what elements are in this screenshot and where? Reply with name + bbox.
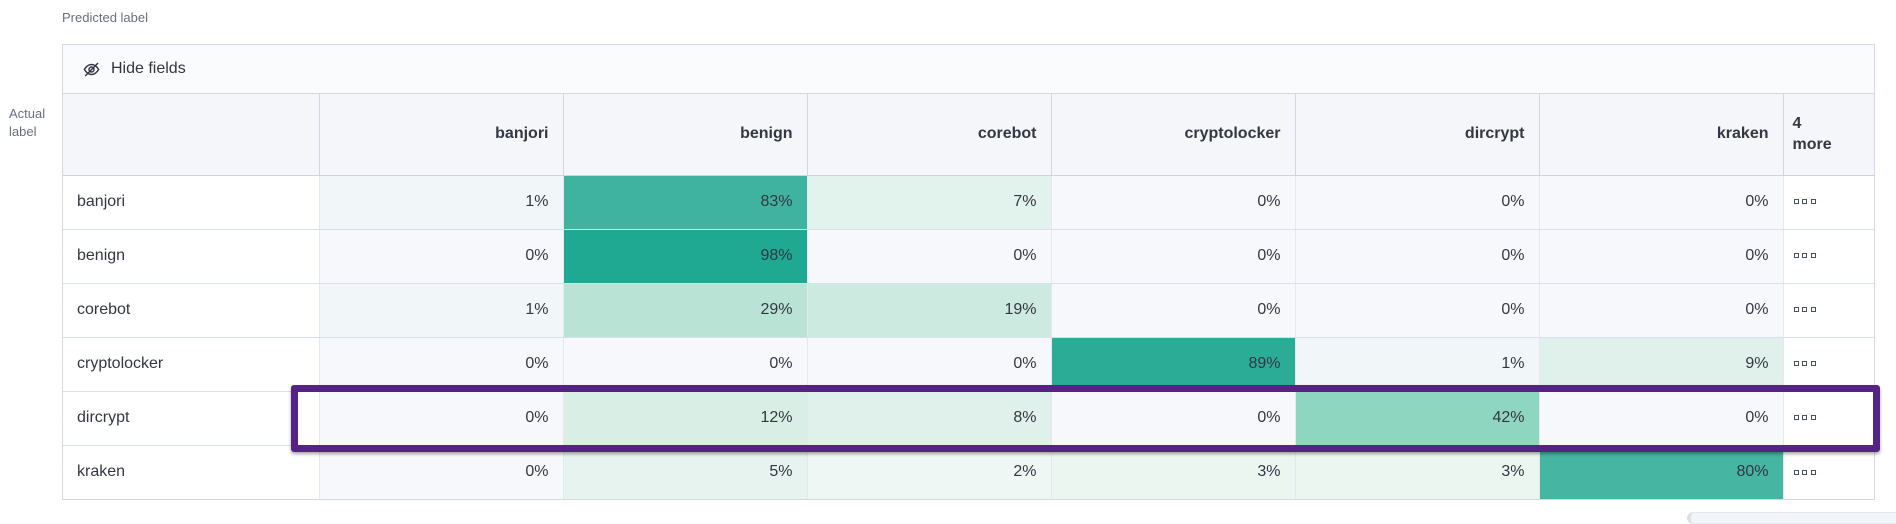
- eye-slash-icon: [82, 60, 101, 79]
- three-dots-expand-icon: [1793, 307, 1799, 313]
- table-row-kraken: kraken 0% 5% 2% 3% 3% 80%: [63, 445, 1874, 499]
- matrix-cell[interactable]: 42%: [1295, 391, 1540, 446]
- row-label-cell[interactable]: banjori: [63, 175, 320, 230]
- column-header-banjori[interactable]: banjori: [319, 94, 564, 176]
- matrix-cell[interactable]: 0%: [319, 445, 564, 499]
- three-dots-expand-icon: [1802, 253, 1807, 259]
- matrix-cell[interactable]: 0%: [807, 229, 1052, 284]
- matrix-cell[interactable]: 0%: [1051, 229, 1296, 284]
- expand-row-actions-cell[interactable]: [1783, 337, 1874, 392]
- hide-fields-button[interactable]: Hide fields: [82, 60, 186, 79]
- column-header-cryptolocker[interactable]: cryptolocker: [1051, 94, 1296, 176]
- matrix-cell[interactable]: 7%: [807, 175, 1052, 230]
- column-header-dircrypt[interactable]: dircrypt: [1295, 94, 1540, 176]
- three-dots-expand-icon: [1802, 415, 1807, 421]
- matrix-cell[interactable]: 8%: [807, 391, 1052, 446]
- matrix-cell[interactable]: 0%: [319, 229, 564, 284]
- horizontal-scrollbar[interactable]: [1687, 512, 1896, 524]
- data-grid: Hide fields banjori benign corebot cryptolo…: [62, 44, 1875, 500]
- table-row-cryptolocker: cryptolocker 0% 0% 0% 89% 1% 9%: [63, 337, 1874, 392]
- matrix-cell[interactable]: 0%: [1051, 283, 1296, 338]
- matrix-cell[interactable]: 1%: [319, 175, 564, 230]
- matrix-cell[interactable]: 1%: [319, 283, 564, 338]
- three-dots-expand-icon: [1793, 415, 1799, 421]
- expand-row-actions-cell[interactable]: [1783, 445, 1874, 499]
- matrix-cell[interactable]: 0%: [1539, 175, 1784, 230]
- three-dots-expand-icon: [1810, 415, 1816, 421]
- matrix-cell[interactable]: 3%: [1295, 445, 1540, 499]
- hide-fields-label: Hide fields: [111, 60, 186, 77]
- matrix-cell[interactable]: 0%: [1051, 391, 1296, 446]
- matrix-cell[interactable]: 89%: [1051, 337, 1296, 392]
- three-dots-expand-icon: [1810, 469, 1816, 475]
- matrix-cell[interactable]: 80%: [1539, 445, 1784, 499]
- matrix-cell[interactable]: 12%: [563, 391, 808, 446]
- actual-axis-label: Actual label: [9, 106, 46, 139]
- grid-body: banjori 1% 83% 7% 0% 0% 0% benign 0% 98% 0% 0% 0% 0% c…: [63, 175, 1874, 499]
- matrix-cell[interactable]: 29%: [563, 283, 808, 338]
- three-dots-expand-icon: [1810, 307, 1816, 313]
- matrix-cell[interactable]: 3%: [1051, 445, 1296, 499]
- matrix-cell[interactable]: 0%: [807, 337, 1052, 392]
- table-row-corebot: corebot 1% 29% 19% 0% 0% 0%: [63, 283, 1874, 338]
- matrix-cell[interactable]: 5%: [563, 445, 808, 499]
- row-label-column-header: [63, 94, 320, 176]
- three-dots-expand-icon: [1810, 361, 1816, 367]
- column-header-benign[interactable]: benign: [563, 94, 808, 176]
- three-dots-expand-icon: [1793, 361, 1799, 367]
- row-label-cell[interactable]: benign: [63, 229, 320, 284]
- table-row-dircrypt: dircrypt 0% 12% 8% 0% 42% 0%: [63, 391, 1874, 446]
- matrix-cell[interactable]: 1%: [1295, 337, 1540, 392]
- matrix-cell[interactable]: 0%: [319, 391, 564, 446]
- three-dots-expand-icon: [1802, 469, 1807, 475]
- matrix-cell[interactable]: 0%: [1051, 175, 1296, 230]
- matrix-cell[interactable]: 0%: [319, 337, 564, 392]
- table-row-benign: benign 0% 98% 0% 0% 0% 0%: [63, 229, 1874, 284]
- column-header-kraken[interactable]: kraken: [1539, 94, 1784, 176]
- matrix-cell[interactable]: 0%: [1539, 229, 1784, 284]
- expand-row-actions-cell[interactable]: [1783, 391, 1874, 446]
- confusion-matrix-table: banjori benign corebot cryptolocker dircrypt…: [63, 94, 1874, 499]
- row-label-cell[interactable]: kraken: [63, 445, 320, 499]
- three-dots-expand-icon: [1810, 199, 1816, 205]
- table-row-banjori: banjori 1% 83% 7% 0% 0% 0%: [63, 175, 1874, 230]
- matrix-cell[interactable]: 2%: [807, 445, 1052, 499]
- matrix-cell[interactable]: 83%: [563, 175, 808, 230]
- matrix-cell[interactable]: 0%: [1539, 283, 1784, 338]
- three-dots-expand-icon: [1810, 253, 1816, 259]
- matrix-cell[interactable]: 0%: [563, 337, 808, 392]
- grid-header-row: banjori benign corebot cryptolocker dircrypt…: [63, 94, 1874, 176]
- three-dots-expand-icon: [1793, 253, 1799, 259]
- predicted-axis-label: Predicted label: [62, 10, 148, 25]
- matrix-cell[interactable]: 98%: [563, 229, 808, 284]
- grid-header: banjori benign corebot cryptolocker dircrypt…: [63, 94, 1874, 176]
- row-label-cell[interactable]: dircrypt: [63, 391, 320, 446]
- three-dots-expand-icon: [1802, 199, 1807, 205]
- matrix-cell[interactable]: 0%: [1295, 175, 1540, 230]
- three-dots-expand-icon: [1802, 307, 1807, 313]
- matrix-cell[interactable]: 19%: [807, 283, 1052, 338]
- matrix-cell[interactable]: 0%: [1539, 391, 1784, 446]
- more-columns-header[interactable]: 4 more: [1783, 94, 1874, 176]
- expand-row-actions-cell[interactable]: [1783, 175, 1874, 230]
- matrix-cell[interactable]: 0%: [1295, 283, 1540, 338]
- grid-toolbar: Hide fields: [63, 45, 1874, 94]
- more-columns-label: 4 more: [1792, 115, 1832, 154]
- expand-row-actions-cell[interactable]: [1783, 283, 1874, 338]
- three-dots-expand-icon: [1793, 469, 1799, 475]
- three-dots-expand-icon: [1802, 361, 1807, 367]
- matrix-cell[interactable]: 9%: [1539, 337, 1784, 392]
- row-label-cell[interactable]: cryptolocker: [63, 337, 320, 392]
- column-header-corebot[interactable]: corebot: [807, 94, 1052, 176]
- expand-row-actions-cell[interactable]: [1783, 229, 1874, 284]
- three-dots-expand-icon: [1793, 199, 1799, 205]
- row-label-cell[interactable]: corebot: [63, 283, 320, 338]
- matrix-cell[interactable]: 0%: [1295, 229, 1540, 284]
